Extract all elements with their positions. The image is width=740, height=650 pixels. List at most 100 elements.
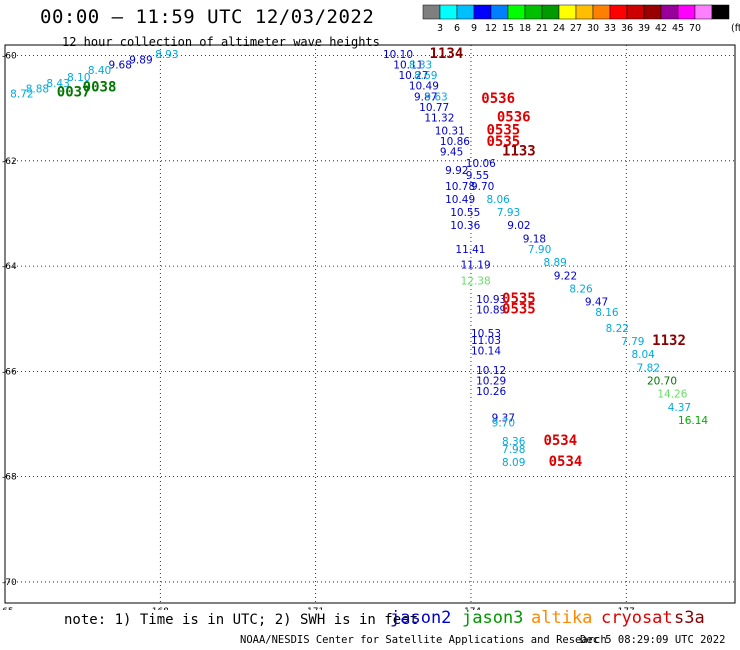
pass-time-label: 0536: [481, 91, 515, 107]
longitude-tick-label: 177: [618, 607, 635, 610]
wave-height-value: 9.89: [129, 54, 152, 66]
wave-height-value: 10.31: [435, 125, 465, 137]
pass-time-label: 0535: [502, 301, 536, 317]
wave-height-value: 12.38: [461, 276, 491, 288]
wave-height-value: 10.06: [466, 158, 496, 170]
wave-height-value: 10.27: [398, 70, 428, 82]
pass-time-label: 0037: [57, 85, 91, 101]
wave-height-value: 10.11: [393, 60, 423, 72]
color-scale-tick: 36: [621, 23, 633, 34]
wave-height-value: 8.43: [46, 78, 69, 90]
wave-height-value: 8.06: [486, 194, 510, 206]
wave-height-value: 9.22: [554, 270, 577, 282]
longitude-tick-label: 168: [152, 607, 169, 610]
latitude-tick-label: -62: [2, 157, 17, 167]
color-scale-tick: 27: [570, 23, 582, 34]
wave-height-value: 8.16: [595, 307, 619, 319]
satellite-legend-altika: altika: [531, 608, 593, 628]
wave-height-value: 8.10: [67, 72, 90, 84]
wave-height-value: 10.53: [471, 328, 501, 340]
pass-time-label: 0534: [543, 433, 577, 449]
wave-height-value: 8.72: [10, 89, 33, 101]
latitude-tick-label: -70: [2, 578, 17, 588]
wave-height-value: 16.14: [678, 415, 708, 427]
wave-height-value: 10.77: [419, 102, 449, 114]
wave-height-value: 8.93: [155, 49, 178, 61]
wave-height-value: 10.86: [440, 136, 470, 148]
color-scale-tick: 3: [437, 23, 443, 34]
wave-height-value: 10.93: [476, 294, 506, 306]
wave-height-value: 9.37: [492, 412, 515, 424]
color-scale-tick: 12: [485, 23, 497, 34]
wave-height-value: 8.36: [502, 436, 526, 448]
satellite-legend-cryosat: cryosat: [601, 608, 673, 628]
satellite-legend-jason3: jason3: [462, 608, 524, 628]
color-scale-tick: 39: [638, 23, 650, 34]
wave-height-value: 11.03: [471, 335, 501, 347]
color-scale-tick: 9: [471, 23, 477, 34]
wave-height-value: 9.70: [471, 181, 494, 193]
wave-height-value: 10.49: [409, 81, 439, 93]
color-swatch: [711, 4, 730, 20]
wave-height-value: 10.78: [445, 181, 475, 193]
pass-time-label: 0536: [497, 109, 531, 125]
pass-time-label: 1133: [502, 144, 536, 160]
satellite-legend-jason2: jason2: [390, 608, 452, 628]
map-frame: [4, 44, 736, 604]
wave-height-value: 10.10: [383, 49, 413, 61]
wave-height-value: 9.18: [523, 233, 546, 245]
pass-time-label: 1132: [652, 333, 686, 349]
wave-height-value: 7.79: [621, 336, 644, 348]
wave-height-value: 10.29: [476, 376, 506, 388]
wave-height-value: 8.69: [414, 70, 437, 82]
color-scale-tick: 18: [519, 23, 531, 34]
generation-timestamp: Dec 5 08:29:09 UTC 2022: [580, 634, 726, 646]
pass-time-label: 0038: [83, 79, 117, 95]
wave-height-value: 11.19: [461, 260, 491, 272]
wave-height-value: 7.93: [497, 207, 520, 219]
satellite-legend-s3a: s3a: [674, 608, 705, 628]
map-title: 00:00 – 11:59 UTC 12/03/2022: [40, 6, 375, 28]
wave-height-value: 14.26: [657, 389, 687, 401]
color-scale-tick: 30: [587, 23, 599, 34]
wave-height-value: 10.12: [476, 365, 506, 377]
wave-height-value: 8.26: [569, 283, 593, 295]
wave-height-value: 10.26: [476, 386, 506, 398]
wave-height-value: 9.47: [585, 297, 608, 309]
credit-line: NOAA/NESDIS Center for Satellite Applica…: [240, 634, 607, 646]
wave-height-value: 8.22: [606, 323, 629, 335]
wave-height-value: 10.14: [471, 346, 501, 358]
wave-height-value: 9.92: [445, 165, 468, 177]
pass-time-label: 0534: [549, 454, 583, 470]
wave-height-value: 9.45: [440, 147, 463, 159]
color-scale-unit: (ft): [731, 23, 740, 34]
wave-height-value: 7.98: [502, 444, 525, 456]
wave-height-value: 10.36: [450, 220, 480, 232]
wave-height-value: 8.04: [631, 349, 655, 361]
color-scale-tick: 24: [553, 23, 565, 34]
longitude-tick-label: -174: [461, 607, 482, 610]
wave-height-value: 10.89: [476, 304, 506, 316]
color-scale-tick: 33: [604, 23, 616, 34]
wave-height-value: 9.02: [507, 220, 530, 232]
longitude-tick-label: 171: [307, 607, 324, 610]
latitude-tick-label: -66: [2, 367, 17, 377]
color-scale-tick: 21: [536, 23, 548, 34]
pass-time-label: 0535: [486, 134, 520, 150]
wave-height-value: 8.09: [502, 457, 525, 469]
wave-height-value: 20.70: [647, 376, 677, 388]
pass-time-label: 0535: [502, 291, 536, 307]
wave-height-value: 9.63: [424, 91, 447, 103]
wave-height-value: 9.55: [466, 170, 489, 182]
wave-height-value: 9.68: [109, 60, 132, 72]
longitude-tick-label: 165: [0, 607, 14, 610]
wave-height-map: 165168171-174177-60-62-64-66-68-708.939.…: [0, 44, 736, 610]
wave-height-value: 7.82: [637, 362, 660, 374]
color-scale-tick: 70: [689, 23, 701, 34]
wave-height-value: 9.70: [492, 418, 515, 430]
latitude-tick-label: -64: [2, 262, 17, 272]
wave-height-value: 10.49: [445, 194, 475, 206]
wave-height-value: 10.55: [450, 207, 480, 219]
wave-height-value: 9.87: [414, 91, 437, 103]
